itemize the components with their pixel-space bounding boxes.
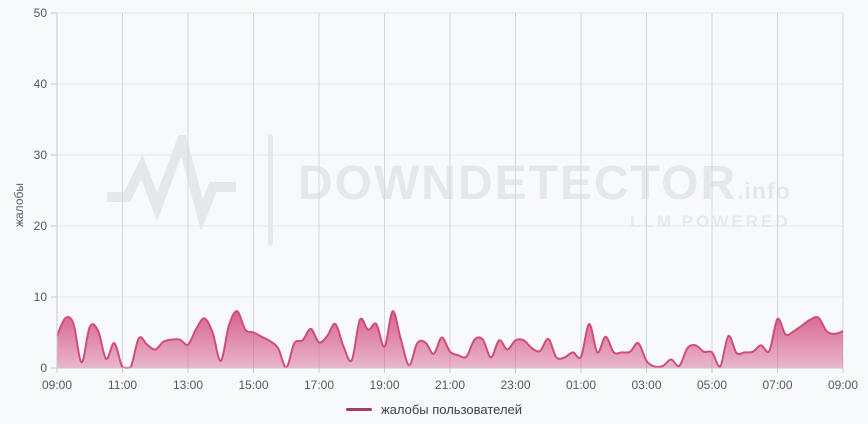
- x-tick-label: 09:00: [42, 378, 72, 392]
- x-tick-label: 23:00: [500, 378, 530, 392]
- x-tick-label: 09:00: [828, 378, 858, 392]
- x-tick-label: 03:00: [631, 378, 661, 392]
- y-axis-title: жалобы: [12, 183, 26, 228]
- x-tick-label: 15:00: [238, 378, 268, 392]
- x-tick-label: 01:00: [566, 378, 596, 392]
- y-tick-label: 30: [34, 148, 48, 162]
- y-tick-label: 50: [34, 6, 48, 20]
- legend: жалобы пользователей: [0, 402, 868, 417]
- x-tick-label: 21:00: [435, 378, 465, 392]
- x-tick-label: 07:00: [762, 378, 792, 392]
- x-tick-label: 11:00: [108, 378, 137, 392]
- y-tick-label: 40: [34, 77, 48, 91]
- x-tick-label: 17:00: [304, 378, 334, 392]
- series-line: [56, 310, 844, 369]
- y-tick-label: 10: [34, 290, 48, 304]
- x-tick-label: 13:00: [173, 378, 203, 392]
- y-tick-label: 20: [34, 219, 48, 233]
- series-area-fill: [57, 311, 843, 368]
- legend-line-swatch: [345, 408, 372, 411]
- x-tick-label: 19:00: [369, 378, 399, 392]
- x-tick-label: 05:00: [697, 378, 727, 392]
- legend-label: жалобы пользователей: [380, 402, 523, 417]
- y-tick-label: 0: [40, 361, 47, 375]
